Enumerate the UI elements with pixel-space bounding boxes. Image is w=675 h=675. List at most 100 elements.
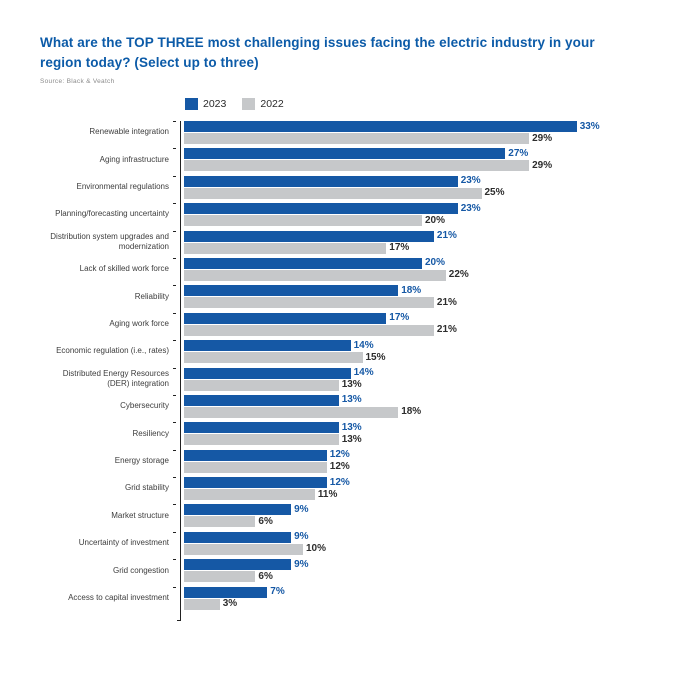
bar-2022: [184, 516, 256, 528]
bar-2022: [184, 406, 399, 418]
category-label: Aging work force: [109, 319, 169, 329]
value-label-2023: 27%: [508, 147, 529, 159]
bar-2023: [184, 449, 327, 461]
bar-line-2023: 14%: [184, 339, 640, 352]
value-label-2023: 13%: [341, 394, 362, 406]
bar-line-2022: 11%: [184, 488, 640, 501]
bar-group: 13% 13%: [173, 422, 640, 446]
category-label: Distribution system upgrades and moderni…: [50, 231, 169, 252]
value-label-2023: 14%: [353, 367, 374, 379]
source-note: Source: Black & Veatch: [40, 78, 115, 85]
chart-row: Resiliency 13% 13%: [40, 422, 640, 446]
bar-2022: [184, 160, 530, 172]
bar-line-2022: 21%: [184, 297, 640, 309]
bar-2023: [184, 394, 339, 406]
bar-line-2023: 20%: [184, 257, 640, 269]
category-label: Energy storage: [114, 455, 169, 465]
category-label: Grid stability: [124, 483, 169, 493]
value-label-2022: 15%: [365, 351, 386, 363]
bar-group: 12% 11%: [173, 476, 640, 501]
bar-2023: [184, 367, 351, 379]
bar-2023: [184, 422, 339, 434]
bar-line-2023: 12%: [184, 476, 640, 489]
bar-2022: [184, 461, 327, 473]
category-label: Planning/forecasting uncertainty: [55, 209, 169, 219]
bar-line-2022: 10%: [184, 543, 640, 555]
bar-group: 9% 10%: [173, 531, 640, 555]
bar-group: 14% 13%: [173, 367, 640, 391]
bar-2022: [184, 543, 303, 555]
value-label-2022: 20%: [425, 214, 446, 226]
value-label-2023: 12%: [329, 476, 350, 488]
category-label: Aging infrastructure: [99, 154, 169, 164]
value-label-2023: 14%: [353, 339, 374, 351]
bar-2022: [184, 352, 363, 364]
bar-group: 13% 18%: [173, 394, 640, 418]
bar-line-2022: 15%: [184, 351, 640, 364]
bar-line-2022: 6%: [184, 570, 640, 583]
bar-2022: [184, 434, 339, 446]
bar-group: 20% 22%: [173, 257, 640, 281]
bar-line-2022: 25%: [184, 187, 640, 199]
bar-line-2023: 12%: [184, 449, 640, 461]
chart-row: Grid stability 12% 11%: [40, 476, 640, 501]
bar-2023: [184, 586, 268, 598]
bar-chart: Renewable integration 33% 29% Aging infrast…: [40, 121, 640, 622]
chart-row: Aging infrastructure 27% 29%: [40, 147, 640, 172]
bar-line-2023: 9%: [184, 531, 640, 543]
bar-line-2022: 22%: [184, 269, 640, 281]
bar-group: 18% 21%: [173, 284, 640, 309]
bar-line-2023: 14%: [184, 367, 640, 379]
bar-2022: [184, 269, 446, 281]
chart-legend: 2023 2022: [185, 98, 284, 110]
bar-line-2023: 21%: [184, 230, 640, 242]
chart-row: Reliability 18% 21%: [40, 284, 640, 309]
value-label-2022: 29%: [532, 159, 553, 171]
bar-2023: [184, 230, 434, 242]
category-label: Lack of skilled work force: [79, 264, 169, 274]
category-label: Uncertainty of investment: [78, 538, 169, 548]
bar-line-2023: 7%: [184, 586, 640, 598]
legend-swatch-2022-icon: [242, 98, 256, 110]
chart-row: Renewable integration 33% 29%: [40, 121, 640, 144]
value-label-2023: 18%: [401, 284, 422, 296]
value-label-2022: 11%: [317, 488, 338, 500]
bar-line-2023: 17%: [184, 312, 640, 324]
bar-2022: [184, 571, 256, 583]
bar-group: 23% 25%: [173, 175, 640, 199]
category-label: Grid congestion: [112, 565, 169, 575]
bar-line-2023: 13%: [184, 422, 640, 434]
bar-line-2023: 18%: [184, 284, 640, 297]
category-label: Access to capital investment: [68, 592, 169, 602]
bar-line-2023: 13%: [184, 394, 640, 406]
y-axis-line: [177, 121, 181, 622]
bar-group: 27% 29%: [173, 147, 640, 172]
bar-group: 23% 20%: [173, 203, 640, 227]
bar-2023: [184, 340, 351, 352]
value-label-2022: 6%: [258, 570, 273, 582]
bar-line-2023: 23%: [184, 175, 640, 187]
chart-row: Cybersecurity 13% 18%: [40, 394, 640, 418]
value-label-2022: 18%: [401, 406, 422, 418]
bar-line-2022: 6%: [184, 516, 640, 528]
bar-line-2022: 20%: [184, 214, 640, 227]
category-label: Cybersecurity: [120, 401, 169, 411]
bar-2022: [184, 133, 530, 144]
category-label: Environmental regulations: [76, 182, 170, 192]
value-label-2022: 21%: [436, 324, 457, 336]
bar-line-2023: 23%: [184, 203, 640, 215]
value-label-2023: 33%: [579, 120, 600, 132]
bar-2023: [184, 312, 387, 324]
bar-line-2022: 21%: [184, 324, 640, 336]
bar-line-2022: 29%: [184, 133, 640, 144]
legend-label-2022: 2022: [260, 98, 284, 110]
value-label-2023: 17%: [389, 312, 410, 324]
bar-group: 9% 6%: [173, 559, 640, 583]
bar-2022: [184, 379, 339, 391]
bar-line-2022: 12%: [184, 461, 640, 473]
chart-row: Environmental regulations 23% 25%: [40, 175, 640, 199]
bar-group: 12% 12%: [173, 449, 640, 473]
value-label-2023: 9%: [294, 503, 309, 515]
chart-row: Planning/forecasting uncertainty 23% 20%: [40, 203, 640, 227]
value-label-2022: 3%: [222, 598, 238, 610]
